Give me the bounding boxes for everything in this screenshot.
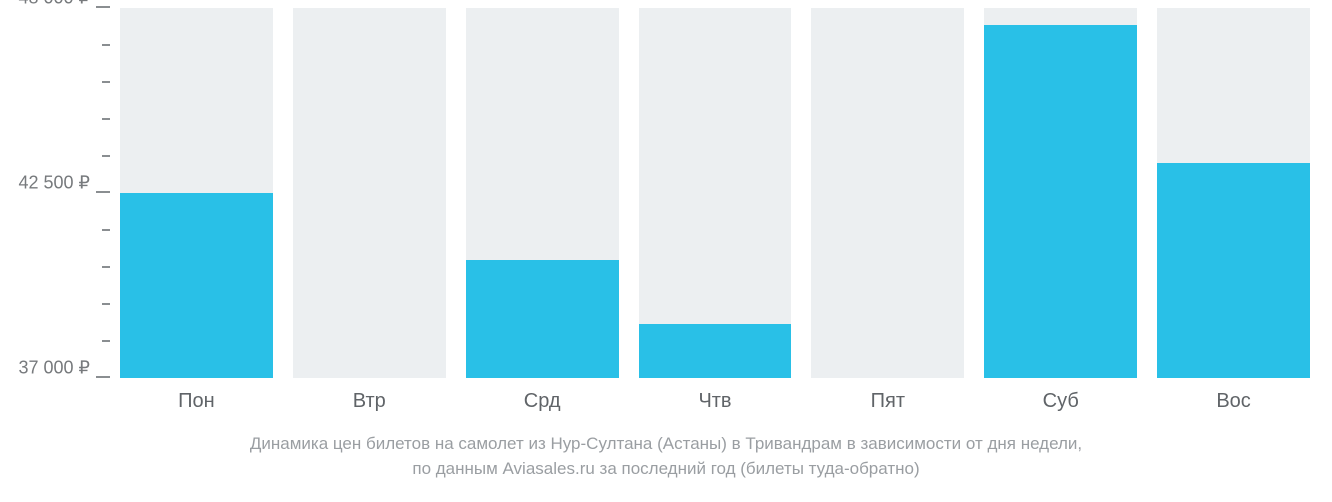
x-axis-label: Суб (984, 390, 1137, 413)
y-axis: 37 000 ₽42 500 ₽48 000 ₽ (0, 8, 120, 378)
x-axis-label: Вос (1157, 390, 1310, 413)
bar (120, 193, 273, 378)
x-axis-label: Срд (466, 390, 619, 413)
x-axis-label: Чтв (639, 390, 792, 413)
tick-mark-icon (96, 376, 110, 378)
y-tick-minor (102, 44, 110, 46)
y-tick-label: 42 500 ₽ (18, 172, 90, 193)
y-tick-minor (102, 155, 110, 157)
bar-slot (293, 8, 446, 378)
bar (984, 25, 1137, 378)
plot-area (120, 8, 1310, 378)
bar-slot (811, 8, 964, 378)
x-axis-label: Пят (811, 390, 964, 413)
bar-slot (466, 8, 619, 378)
bar-slot (120, 8, 273, 378)
y-tick-minor (102, 340, 110, 342)
bar-background (293, 8, 446, 378)
bar-slot (1157, 8, 1310, 378)
bars-container (120, 8, 1310, 378)
bar (639, 324, 792, 378)
bar-slot (984, 8, 1137, 378)
x-axis-label: Втр (293, 390, 446, 413)
bar-background (811, 8, 964, 378)
caption-line-1: Динамика цен билетов на самолет из Нур-С… (20, 432, 1312, 457)
y-tick-minor (102, 229, 110, 231)
bar-background (639, 8, 792, 378)
bar-slot (639, 8, 792, 378)
y-tick-label: 48 000 ₽ (18, 0, 90, 8)
bar (1157, 163, 1310, 378)
chart-caption: Динамика цен билетов на самолет из Нур-С… (0, 432, 1332, 481)
tick-mark-icon (96, 6, 110, 8)
y-tick-minor (102, 266, 110, 268)
x-axis-labels: Пон Втр Срд Чтв Пят Суб Вос (120, 390, 1310, 413)
y-tick-label: 37 000 ₽ (18, 357, 90, 378)
caption-line-2: по данным Aviasales.ru за последний год … (20, 457, 1312, 482)
price-by-weekday-chart: 37 000 ₽ 42 500 ₽ 48 000 ₽ Пон Втр Срд Чтв Пят… (0, 0, 1332, 502)
y-tick-minor (102, 81, 110, 83)
x-axis-label: Пон (120, 390, 273, 413)
bar (466, 260, 619, 378)
y-tick-minor (102, 118, 110, 120)
y-tick-minor (102, 303, 110, 305)
tick-mark-icon (96, 191, 110, 193)
